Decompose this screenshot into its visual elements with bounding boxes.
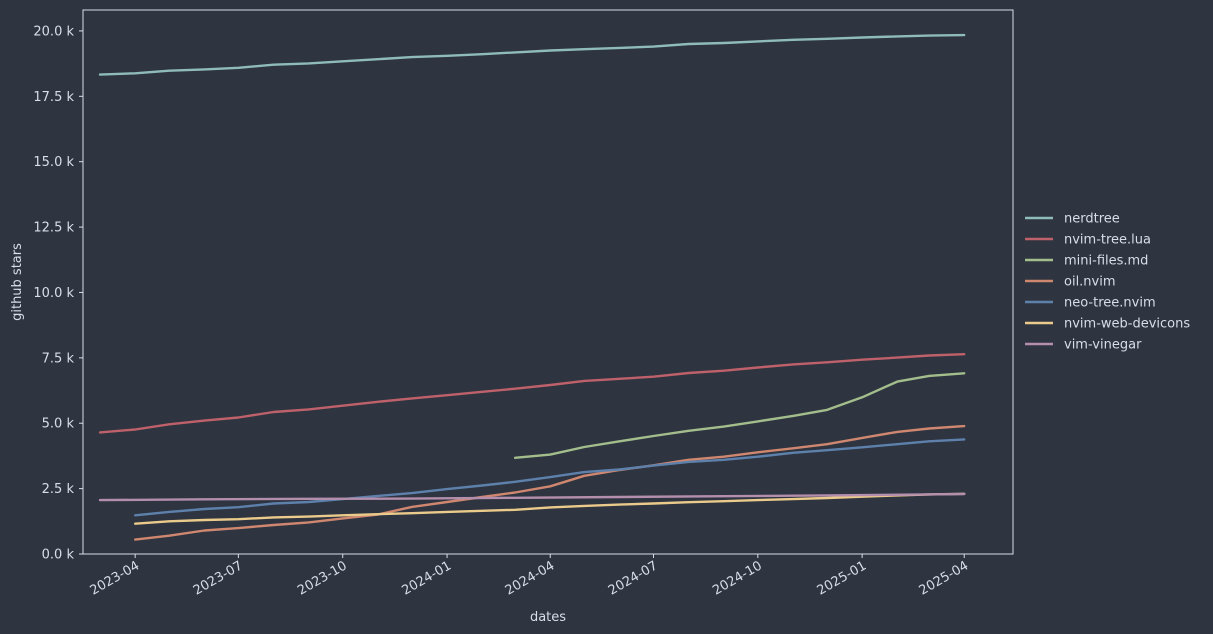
legend-label-nvim-web-devicons: nvim-web-devicons: [1064, 317, 1190, 332]
y-tick-label: 2.5 k: [42, 482, 75, 497]
y-tick-label: 0.0 k: [42, 548, 75, 563]
y-tick-label: 12.5 k: [33, 221, 74, 236]
y-tick-label: 15.0 k: [33, 155, 74, 170]
legend-label-oil-nvim: oil.nvim: [1064, 275, 1116, 290]
series-line-mini-files-md: [513, 372, 966, 459]
series-line-nvim-tree-lua: [98, 353, 966, 434]
legend-label-neo-tree-nvim: neo-tree.nvim: [1064, 296, 1156, 311]
y-tick-label: 5.0 k: [42, 417, 75, 432]
series-layer: [98, 33, 966, 541]
y-tick-label: 20.0 k: [33, 24, 74, 39]
series-line-neo-tree-nvim: [133, 438, 966, 517]
x-axis-label: dates: [530, 610, 566, 625]
legend: nerdtree nvim-tree.lua mini-files.md oil.nv…: [1025, 212, 1190, 353]
y-tick-label: 10.0 k: [33, 286, 74, 301]
legend-label-mini-files-md: mini-files.md: [1064, 254, 1148, 269]
series-line-oil-nvim: [133, 424, 966, 541]
series-line-nerdtree: [98, 33, 966, 76]
y-axis: 0.0 k 2.5 k 5.0 k 7.5 k 10.0 k 12.5 k 15.0 k 17…: [33, 24, 83, 563]
series-line-vim-vinegar: [98, 492, 966, 502]
legend-label-nvim-tree-lua: nvim-tree.lua: [1064, 233, 1151, 248]
y-tick-label: 7.5 k: [42, 351, 75, 366]
y-tick-label: 17.5 k: [33, 90, 74, 105]
plot-frame: [82, 9, 1014, 555]
y-axis-label: github stars: [10, 243, 25, 321]
legend-label-vim-vinegar: vim-vinegar: [1064, 338, 1142, 353]
series-line-nvim-web-devicons: [133, 492, 966, 525]
legend-label-nerdtree: nerdtree: [1064, 212, 1120, 227]
